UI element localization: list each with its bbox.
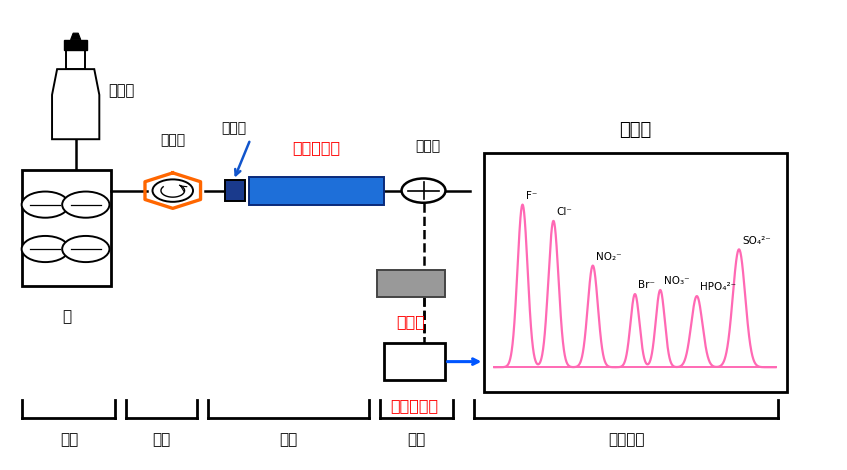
Text: 检测池: 检测池 <box>415 139 440 153</box>
Text: HPO₄²⁻: HPO₄²⁻ <box>700 282 736 292</box>
Circle shape <box>152 180 193 202</box>
Circle shape <box>22 192 69 218</box>
Circle shape <box>62 192 109 218</box>
Circle shape <box>62 236 109 262</box>
Text: 输液: 输液 <box>60 432 78 447</box>
FancyBboxPatch shape <box>23 170 111 286</box>
FancyBboxPatch shape <box>484 153 787 392</box>
Text: 数据记录: 数据记录 <box>608 432 645 447</box>
FancyBboxPatch shape <box>225 180 246 201</box>
Text: 流动相: 流动相 <box>108 83 134 98</box>
Text: Br⁻: Br⁻ <box>639 280 656 290</box>
FancyBboxPatch shape <box>377 270 445 297</box>
Text: 分离: 分离 <box>280 432 297 447</box>
Polygon shape <box>70 33 80 39</box>
Polygon shape <box>53 109 97 137</box>
Text: 保护柱: 保护柱 <box>221 121 246 135</box>
Text: SO₄²⁻: SO₄²⁻ <box>742 235 771 246</box>
FancyBboxPatch shape <box>249 177 384 204</box>
Polygon shape <box>64 39 87 50</box>
FancyBboxPatch shape <box>384 344 445 380</box>
Text: 泵: 泵 <box>62 309 71 324</box>
Text: NO₃⁻: NO₃⁻ <box>664 276 689 286</box>
Text: 进样器: 进样器 <box>160 133 185 147</box>
Text: F⁻: F⁻ <box>526 191 537 201</box>
Text: NO₂⁻: NO₂⁻ <box>596 252 622 262</box>
Text: 抑制器: 抑制器 <box>396 314 425 329</box>
Circle shape <box>22 236 69 262</box>
Text: 色谱图: 色谱图 <box>619 121 651 139</box>
Text: 进样: 进样 <box>152 432 171 447</box>
Polygon shape <box>66 50 85 69</box>
Text: 检测: 检测 <box>407 432 425 447</box>
Text: Cl⁻: Cl⁻ <box>556 207 573 217</box>
Text: 电导检测器: 电导检测器 <box>390 399 438 414</box>
Circle shape <box>401 179 446 203</box>
Polygon shape <box>52 69 99 139</box>
Text: 离子色谱柱: 离子色谱柱 <box>292 141 340 156</box>
